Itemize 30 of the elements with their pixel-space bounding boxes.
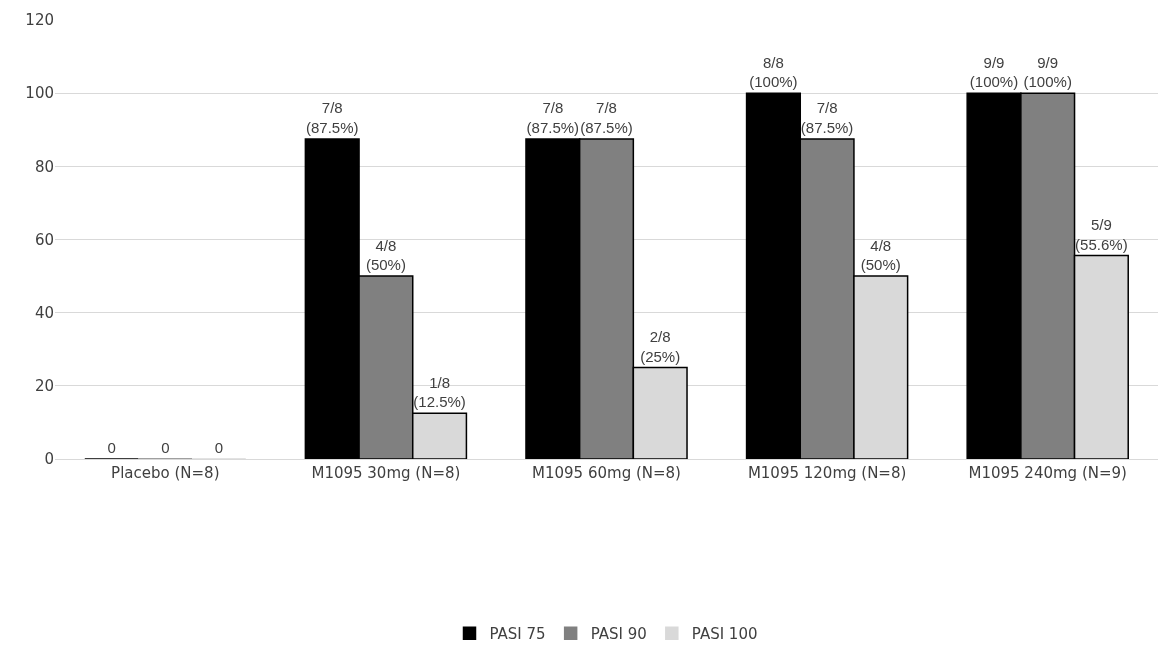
y-tick-label: 40 [34,303,54,322]
x-tick-label: M1095 30mg (N=8) [311,464,461,482]
data-label: 4/8 (50%) [860,236,901,274]
y-tick-label: 100 [25,84,54,103]
x-tick-label: M1095 120mg (N=8) [747,464,907,482]
data-label: 4/8 (50%) [365,236,406,274]
data-label: 9/9 (100%) [969,53,1019,91]
data-label: 7/8 (87.5%) [800,99,854,136]
y-tick-label: 80 [34,157,54,176]
y-tick-label: 0 [44,450,54,469]
y-tick-label: 60 [34,230,54,249]
data-label: 0 [161,439,170,456]
x-tick-label: Placebo (N=8) [111,464,220,482]
x-tick-label: M1095 60mg (N=8) [532,464,681,482]
data-label: 2/8 (25%) [640,328,681,365]
data-label: 5/9 (55.6%) [1075,216,1128,253]
data-label: 9/9 (100%) [1023,53,1072,91]
legend-label: PASI 90 [590,625,647,644]
legend-label: PASI 75 [489,625,546,644]
data-label: 7/8 (87.5%) [305,99,359,136]
y-tick-label: 120 [25,11,54,30]
legend-label: PASI 100 [691,625,758,644]
x-tick-label: M1095 240mg (N=9) [968,464,1127,482]
data-label: 7/8 (87.5%) [580,99,633,136]
data-label: 0 [214,439,224,456]
y-tick-label: 20 [34,377,54,396]
data-label: 8/8 (100%) [749,53,798,91]
data-label: 0 [107,439,116,456]
data-label: 1/8 (12.5%) [413,373,466,411]
data-label: 7/8 (87.5%) [526,99,580,136]
